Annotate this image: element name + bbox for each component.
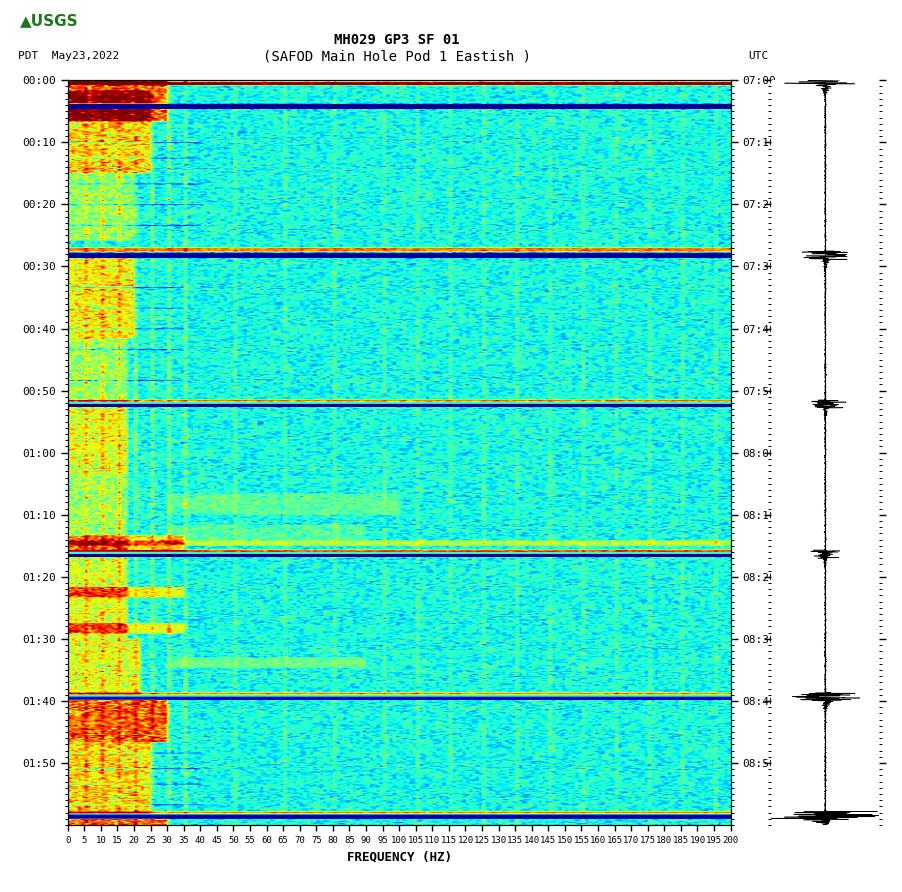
Text: PDT  May23,2022: PDT May23,2022 (18, 51, 119, 62)
X-axis label: FREQUENCY (HZ): FREQUENCY (HZ) (346, 850, 452, 863)
Text: (SAFOD Main Hole Pod 1 Eastish ): (SAFOD Main Hole Pod 1 Eastish ) (262, 49, 531, 63)
Text: ▲USGS: ▲USGS (20, 13, 78, 29)
Text: UTC: UTC (749, 51, 769, 62)
Text: MH029 GP3 SF 01: MH029 GP3 SF 01 (334, 33, 460, 47)
